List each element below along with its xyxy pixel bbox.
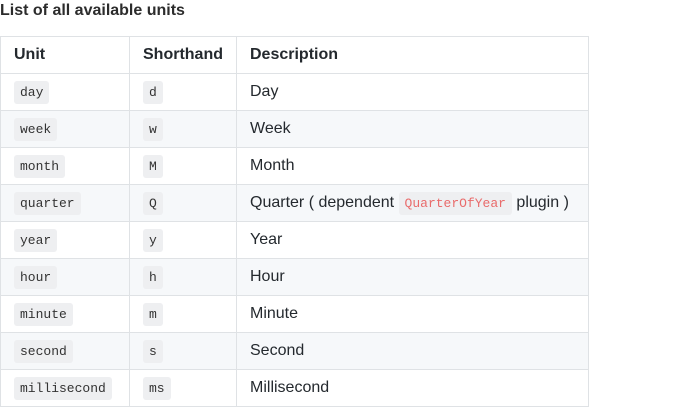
description-text: Day	[250, 83, 279, 100]
unit-code: day	[14, 81, 50, 104]
units-table: Unit Shorthand Description day d Day week w W…	[0, 36, 589, 407]
unit-cell: day	[0, 73, 130, 111]
table-row: month M Month	[0, 147, 589, 185]
shorthand-code: d	[143, 81, 163, 104]
shorthand-code: m	[143, 303, 163, 326]
unit-code: hour	[14, 266, 58, 289]
shorthand-cell: ms	[129, 369, 237, 407]
unit-cell: year	[0, 221, 130, 259]
unit-cell: hour	[0, 258, 130, 296]
shorthand-code: w	[143, 118, 163, 141]
table-header-row: Unit Shorthand Description	[0, 36, 589, 74]
shorthand-code: h	[143, 266, 163, 289]
shorthand-cell: h	[129, 258, 237, 296]
section-title: List of all available units	[0, 2, 185, 19]
description-text: Year	[250, 231, 283, 248]
shorthand-cell: s	[129, 332, 237, 370]
unit-cell: minute	[0, 295, 130, 333]
shorthand-cell: Q	[129, 184, 237, 222]
unit-code: second	[14, 340, 73, 363]
unit-cell: quarter	[0, 184, 130, 222]
description-cell: Second	[236, 332, 589, 370]
description-text: Quarter ( dependent	[250, 194, 399, 211]
shorthand-code: y	[143, 229, 163, 252]
unit-code: minute	[14, 303, 73, 326]
table-row: quarter Q Quarter ( dependent QuarterOfYea…	[0, 184, 589, 222]
description-text: Minute	[250, 305, 299, 322]
table-row: day d Day	[0, 73, 589, 111]
unit-code: year	[14, 229, 58, 252]
shorthand-cell: m	[129, 295, 237, 333]
description-cell: Month	[236, 147, 589, 185]
description-text: Second	[250, 342, 305, 359]
table-row: year y Year	[0, 221, 589, 259]
table-row: second s Second	[0, 332, 589, 370]
description-cell: Quarter ( dependent QuarterOfYear plugin…	[236, 184, 589, 222]
unit-code: quarter	[14, 192, 81, 215]
unit-code: month	[14, 155, 66, 178]
description-cell: Day	[236, 73, 589, 111]
table-row: millisecond ms Millisecond	[0, 369, 589, 407]
table-row: week w Week	[0, 110, 589, 148]
description-text: Month	[250, 157, 295, 174]
table-row: hour h Hour	[0, 258, 589, 296]
plugin-code: QuarterOfYear	[398, 192, 512, 215]
unit-cell: month	[0, 147, 130, 185]
description-text: Millisecond	[250, 379, 330, 396]
description-suffix: plugin )	[511, 194, 569, 211]
description-cell: Minute	[236, 295, 589, 333]
shorthand-code: Q	[143, 192, 163, 215]
description-cell: Year	[236, 221, 589, 259]
shorthand-cell: M	[129, 147, 237, 185]
unit-cell: second	[0, 332, 130, 370]
table-row: minute m Minute	[0, 295, 589, 333]
header-shorthand: Shorthand	[129, 36, 237, 74]
unit-cell: millisecond	[0, 369, 130, 407]
shorthand-code: ms	[143, 377, 171, 400]
unit-code: millisecond	[14, 377, 112, 400]
header-unit: Unit	[0, 36, 130, 74]
description-cell: Millisecond	[236, 369, 589, 407]
shorthand-cell: d	[129, 73, 237, 111]
shorthand-code: M	[143, 155, 163, 178]
description-text: Week	[250, 120, 291, 137]
shorthand-code: s	[143, 340, 163, 363]
header-description: Description	[236, 36, 589, 74]
shorthand-cell: y	[129, 221, 237, 259]
unit-code: week	[14, 118, 58, 141]
description-text: Hour	[250, 268, 285, 285]
shorthand-cell: w	[129, 110, 237, 148]
unit-cell: week	[0, 110, 130, 148]
description-cell: Week	[236, 110, 589, 148]
description-cell: Hour	[236, 258, 589, 296]
